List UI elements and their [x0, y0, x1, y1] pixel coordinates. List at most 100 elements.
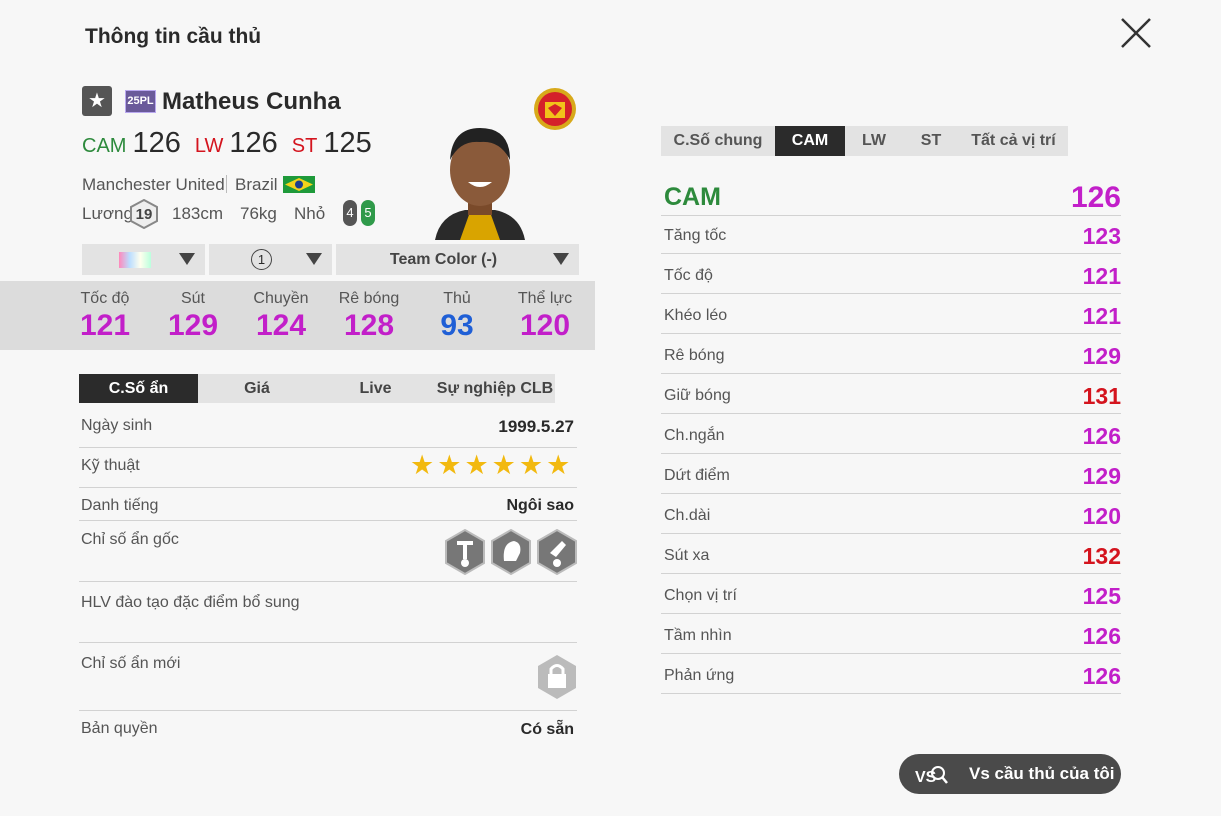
favorite-star[interactable]: ★	[82, 86, 112, 116]
divider	[661, 215, 1121, 216]
height: 183cm	[172, 204, 224, 223]
nation: Brazil	[235, 175, 278, 194]
info-label: Chỉ số ẩn gốc	[81, 531, 179, 548]
info-label: Kỹ thuật	[81, 457, 140, 474]
summary-value: 124	[255, 309, 307, 342]
stat-value: 126	[1082, 663, 1121, 689]
summary-label: Sút	[180, 290, 205, 307]
stat-label: Ch.dài	[664, 507, 711, 524]
salary-badge: 19	[130, 199, 158, 229]
tab[interactable]: Giá	[244, 380, 270, 397]
stat-label: Dứt điểm	[664, 467, 730, 484]
close-button[interactable]	[1120, 17, 1152, 49]
divider	[661, 293, 1121, 294]
team-color: Team Color (-)	[389, 251, 498, 268]
salary: 19	[136, 206, 153, 223]
position-tab[interactable]: LW	[862, 132, 886, 149]
level: 1	[251, 249, 272, 270]
position-rating: 126	[229, 127, 278, 159]
star: ★	[464, 450, 489, 480]
position-tab[interactable]: Tất cả vị trí	[971, 132, 1056, 149]
position-rating: 126	[132, 127, 181, 159]
stat-label: Tốc độ	[664, 267, 713, 284]
summary-label: Tốc độ	[80, 290, 130, 307]
stat-label: Khéo léo	[664, 307, 728, 324]
star: ★	[410, 450, 435, 480]
stat-value: 120	[1082, 503, 1121, 529]
divider	[661, 453, 1121, 454]
card-style-select[interactable]	[82, 244, 205, 275]
compare-button[interactable]: VS Vs cầu thủ của tôi	[899, 754, 1121, 794]
tab-bar: C.Số ẩn Giá Live Sự nghiệp CLB	[79, 374, 555, 403]
level-select[interactable]: 1	[209, 244, 332, 275]
divider	[661, 573, 1121, 574]
divider	[661, 253, 1121, 254]
player-name: Matheus Cunha	[162, 88, 341, 115]
compare-icon: VS	[915, 766, 948, 786]
divider	[79, 487, 577, 488]
position-tab[interactable]: ST	[920, 132, 942, 149]
info-label: Bản quyền	[81, 720, 158, 737]
position-rating: 125	[323, 127, 372, 159]
season-badge: 25PL	[125, 90, 156, 113]
tab[interactable]: Live	[359, 380, 392, 397]
divider	[79, 581, 577, 582]
stats-position: CAM	[664, 183, 721, 211]
summary-label: Rê bóng	[338, 290, 400, 307]
summary-value: 120	[519, 309, 571, 342]
star: ★	[491, 450, 516, 480]
divider	[661, 373, 1121, 374]
position: ST	[291, 135, 318, 157]
position-tab[interactable]: C.Số chung	[673, 132, 763, 149]
info-value: Ngôi sao	[506, 497, 574, 514]
info-value: 1999.5.27	[498, 417, 574, 436]
divider	[79, 447, 577, 448]
position-tab[interactable]: CAM	[775, 126, 845, 156]
position-tab-bar: C.Số chung CAM LW ST Tất cả vị trí	[661, 126, 1068, 156]
stat-label: Giữ bóng	[664, 387, 731, 404]
position: LW	[194, 135, 224, 157]
star: ★	[518, 450, 544, 480]
divider	[661, 333, 1121, 334]
tab[interactable]: C.Số ẩn	[79, 374, 198, 403]
stat-value: 126	[1082, 423, 1121, 449]
info-label: Chỉ số ẩn mới	[81, 655, 181, 672]
club-crest	[534, 88, 576, 130]
summary-label: Chuyền	[253, 290, 309, 307]
stat-label: Sút xa	[664, 547, 710, 564]
divider	[661, 493, 1121, 494]
stat-label: Phản ứng	[664, 667, 735, 684]
summary-value: 128	[343, 309, 395, 342]
stat-value: 123	[1082, 223, 1121, 249]
stat-label: Ch.ngắn	[664, 427, 725, 444]
divider	[661, 653, 1121, 654]
divider	[661, 613, 1121, 614]
technique-stars: ★ ★ ★ ★ ★ ★	[410, 451, 570, 479]
compare-label: Vs cầu thủ của tôi	[969, 764, 1115, 783]
trait-icons	[445, 529, 577, 575]
info-label: Danh tiếng	[81, 497, 159, 514]
stat-value: 125	[1082, 583, 1121, 609]
divider	[79, 642, 577, 643]
stat-label: Rê bóng	[664, 347, 725, 364]
stat-value: 132	[1082, 543, 1121, 569]
body-type: Nhỏ	[294, 204, 326, 223]
salary-label: Lương	[82, 204, 133, 223]
team-color-select[interactable]: Team Color (-)	[336, 244, 579, 275]
summary-band: Tốc độ 121 Sút 129 Chuyền 124 Rê bóng 128 Thủ 93 T…	[0, 281, 595, 350]
divider	[661, 413, 1121, 414]
info-label: HLV đào tạo đặc điểm bổ sung	[81, 594, 300, 611]
skill-moves: 5	[361, 200, 375, 226]
weak-foot: 4	[343, 200, 357, 226]
divider	[661, 533, 1121, 534]
player-photo	[435, 128, 525, 240]
summary-value: 129	[167, 309, 219, 342]
stat-value: 126	[1082, 623, 1121, 649]
info-label: Ngày sinh	[81, 417, 153, 434]
page-title: Thông tin cầu thủ	[85, 25, 262, 48]
tab[interactable]: Sự nghiệp CLB	[436, 380, 554, 397]
position-ratings: CAM 126 LW 126 ST 125	[82, 127, 372, 160]
stat-label: Tăng tốc	[664, 227, 727, 244]
summary-label: Thể lực	[517, 290, 573, 307]
